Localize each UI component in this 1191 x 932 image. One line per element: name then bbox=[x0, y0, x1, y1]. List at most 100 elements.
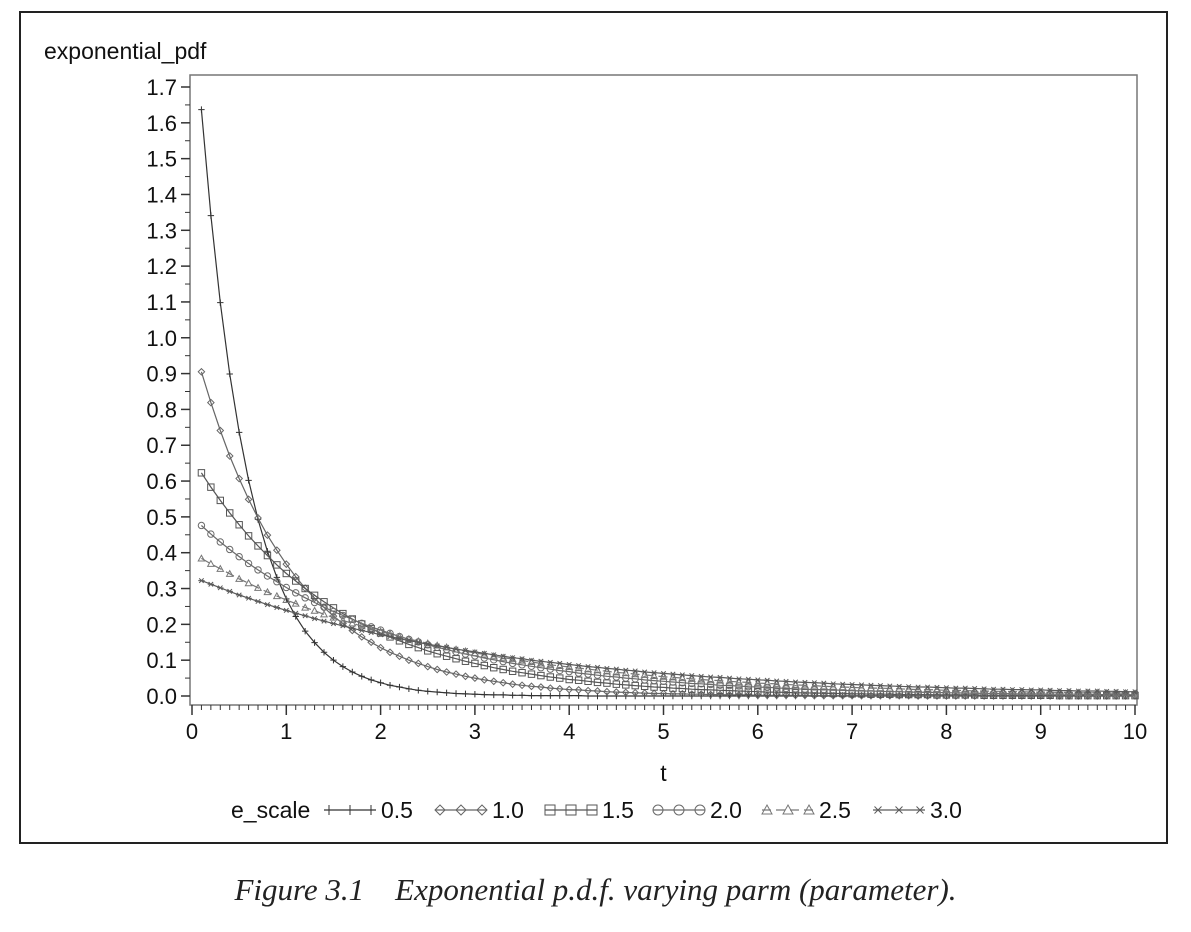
marker-asterisk bbox=[367, 629, 375, 636]
marker-triangle bbox=[706, 676, 715, 684]
marker-asterisk bbox=[566, 661, 573, 668]
marker-asterisk bbox=[424, 641, 431, 647]
marker-plus bbox=[292, 613, 299, 620]
marker-triangle bbox=[282, 595, 291, 604]
legend: e_scale 0.5 1.0 1.5 2.0 2.5 3.0 bbox=[231, 797, 962, 823]
marker-asterisk bbox=[198, 578, 205, 584]
marker-asterisk bbox=[1112, 688, 1120, 694]
marker-diamond bbox=[235, 474, 244, 483]
marker-triangle bbox=[810, 681, 819, 689]
marker-diamond bbox=[197, 367, 206, 376]
marker-triangle bbox=[329, 613, 338, 621]
marker-square bbox=[565, 675, 573, 684]
legend-label: 0.5 bbox=[381, 797, 413, 823]
marker-diamond bbox=[206, 398, 215, 407]
marker-diamond bbox=[772, 691, 781, 700]
marker-square bbox=[574, 676, 583, 684]
marker-square bbox=[612, 680, 621, 688]
marker-triangle bbox=[848, 683, 857, 691]
series-line bbox=[201, 580, 1135, 693]
y-axis: 0.0 0.1 0.2 0.3 0.4 0.5 0.6 0.7 0.8 0.9 1.0 1.1 1.2 1… bbox=[146, 75, 190, 709]
marker-diamond bbox=[386, 648, 394, 657]
marker-asterisk bbox=[537, 658, 545, 664]
marker-asterisk bbox=[320, 618, 328, 624]
marker-square bbox=[461, 657, 470, 665]
marker-diamond bbox=[848, 691, 857, 700]
marker-plus bbox=[264, 548, 271, 555]
marker-square bbox=[754, 688, 762, 696]
marker-diamond bbox=[376, 643, 385, 652]
marker-diamond bbox=[631, 688, 640, 697]
marker-asterisk bbox=[396, 636, 403, 642]
marker-square bbox=[725, 686, 734, 695]
marker-asterisk bbox=[264, 602, 271, 608]
marker-asterisk bbox=[990, 686, 997, 692]
y-tick-label: 0.2 bbox=[146, 612, 177, 637]
marker-square bbox=[471, 659, 479, 668]
marker-asterisk bbox=[894, 806, 904, 814]
marker-plus bbox=[324, 805, 334, 815]
marker-triangle bbox=[838, 682, 847, 691]
y-tick-label: 1.6 bbox=[146, 111, 177, 136]
marker-square bbox=[942, 691, 951, 699]
marker-circle bbox=[801, 685, 809, 693]
marker-circle bbox=[688, 679, 696, 688]
marker-circle bbox=[622, 674, 630, 682]
marker-triangle bbox=[310, 606, 319, 614]
marker-asterisk bbox=[650, 670, 658, 676]
marker-triangle bbox=[348, 619, 357, 627]
marker-circle bbox=[673, 804, 685, 816]
marker-asterisk bbox=[811, 680, 818, 686]
y-tick-label: 0.6 bbox=[146, 469, 177, 494]
marker-circle bbox=[652, 804, 664, 816]
marker-plus bbox=[311, 639, 318, 646]
marker-square bbox=[499, 665, 507, 674]
y-tick-label: 0.9 bbox=[146, 362, 177, 387]
marker-square bbox=[310, 591, 319, 600]
marker-circle bbox=[527, 662, 536, 670]
marker-plus bbox=[547, 692, 554, 699]
marker-asterisk bbox=[1046, 687, 1054, 693]
marker-plus bbox=[349, 668, 356, 676]
x-tick-label: 2 bbox=[374, 719, 386, 744]
marker-diamond bbox=[291, 572, 300, 581]
marker-square bbox=[735, 687, 743, 695]
marker-asterisk bbox=[1028, 687, 1035, 693]
marker-diamond bbox=[612, 688, 621, 696]
marker-asterisk bbox=[301, 613, 309, 619]
marker-asterisk bbox=[556, 660, 563, 666]
y-tick-label: 1.3 bbox=[146, 218, 177, 243]
marker-circle bbox=[716, 681, 724, 689]
marker-triangle bbox=[225, 569, 234, 577]
marker-square bbox=[395, 637, 404, 645]
marker-diamond bbox=[546, 684, 555, 693]
marker-triangle bbox=[263, 587, 272, 596]
marker-circle bbox=[763, 683, 771, 692]
marker-circle bbox=[706, 680, 715, 689]
marker-circle bbox=[556, 666, 564, 675]
marker-plus bbox=[358, 673, 365, 680]
marker-asterisk bbox=[839, 681, 846, 687]
marker-plus bbox=[235, 429, 243, 436]
marker-asterisk bbox=[547, 659, 554, 665]
marker-diamond bbox=[423, 662, 432, 671]
marker-circle bbox=[640, 676, 649, 684]
marker-triangle bbox=[734, 677, 743, 686]
x-tick-label: 6 bbox=[752, 719, 764, 744]
y-axis-title: exponential_pdf bbox=[44, 38, 207, 64]
marker-triangle bbox=[819, 682, 828, 690]
marker-plus bbox=[490, 691, 497, 699]
marker-circle bbox=[791, 685, 800, 693]
marker-diamond bbox=[470, 674, 479, 682]
series-line bbox=[201, 557, 1136, 695]
marker-asterisk bbox=[873, 806, 883, 814]
marker-square bbox=[273, 561, 281, 569]
marker-diamond bbox=[254, 514, 262, 522]
marker-circle bbox=[367, 623, 375, 631]
series-1.0 bbox=[197, 367, 1139, 700]
marker-asterisk bbox=[886, 683, 894, 689]
marker-circle bbox=[820, 685, 828, 694]
marker-square bbox=[791, 689, 800, 697]
marker-triangle bbox=[716, 676, 725, 684]
legend-label: 2.0 bbox=[710, 797, 742, 823]
